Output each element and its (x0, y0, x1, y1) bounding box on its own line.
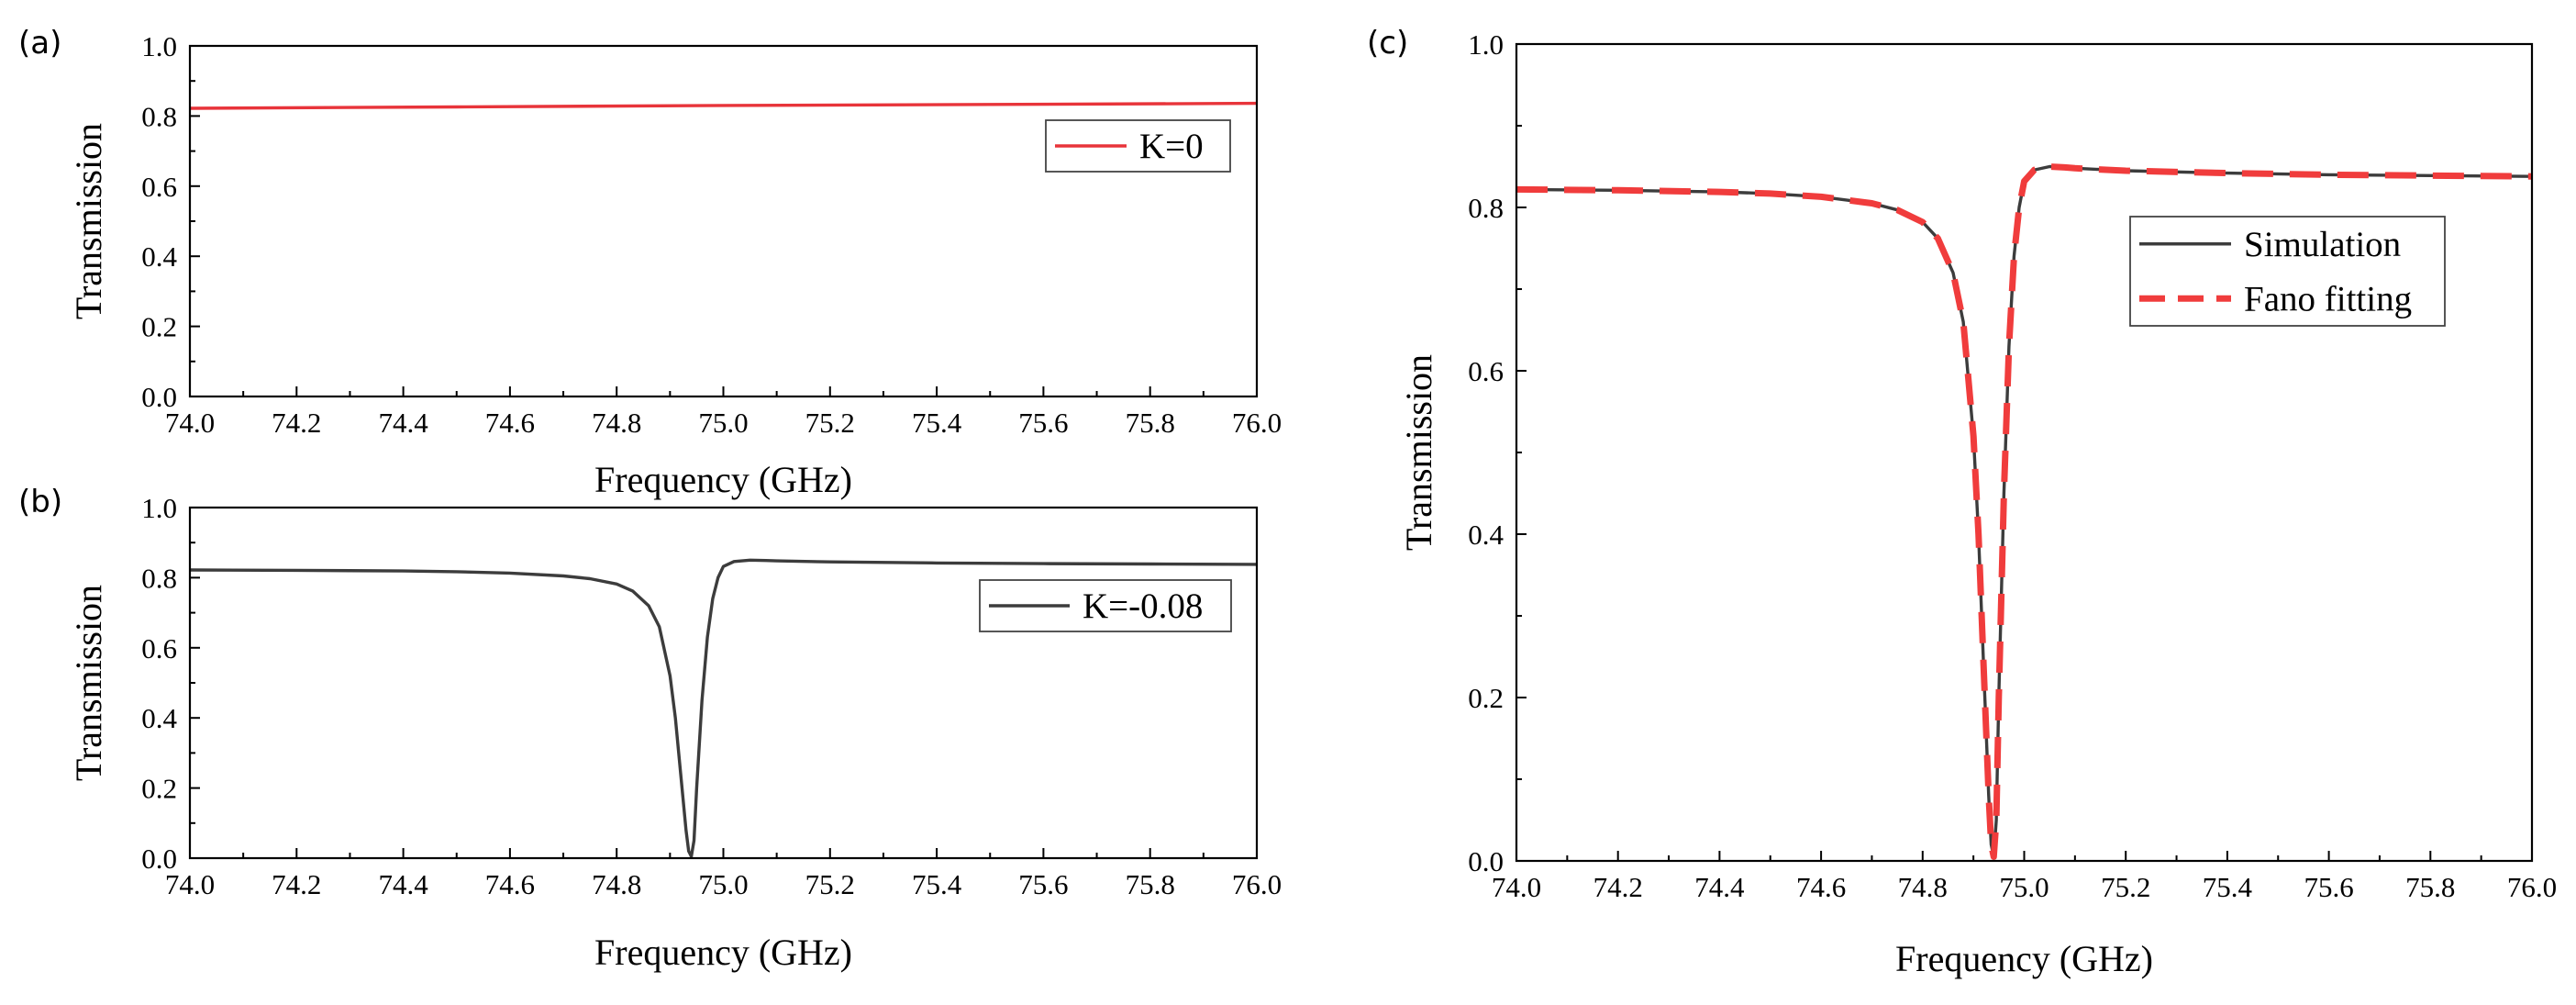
legend-label: Fano fitting (2244, 279, 2412, 318)
x-tick-label: 75.0 (698, 407, 748, 439)
x-axis-label: Frequency (GHz) (594, 459, 852, 500)
x-axis-label: Frequency (GHz) (1895, 938, 2153, 979)
x-tick-label: 74.0 (165, 407, 215, 439)
legend-label: K=0 (1139, 127, 1204, 166)
plot-frame (188, 44, 1259, 398)
y-tick-label: 0.6 (141, 171, 177, 203)
legend-label: K=-0.08 (1083, 586, 1203, 626)
y-tick-label: 0.4 (1468, 519, 1504, 551)
x-tick-label: 74.8 (592, 868, 641, 900)
x-tick-label: 75.8 (1126, 868, 1175, 900)
plot-frame (1515, 42, 2534, 863)
y-tick-label: 0.2 (141, 773, 177, 805)
x-tick-label: 75.0 (1999, 871, 2049, 903)
panel-label: (b) (18, 484, 62, 520)
y-tick-label: 0.0 (141, 843, 177, 875)
x-tick-label: 75.4 (2203, 871, 2253, 903)
y-axis-label: Transmission (68, 585, 109, 781)
x-tick-label: 74.8 (592, 407, 641, 439)
x-tick-label: 75.4 (912, 407, 962, 439)
x-tick-label: 74.6 (1796, 871, 1846, 903)
panel-b: (b) 74.0 74.2 74.4 74.6 74.8 75.0 75.2 75.4 75.6 7… (18, 484, 1282, 973)
x-tick-label: 74.4 (378, 868, 428, 900)
series-line-0 (189, 558, 1258, 858)
x-axis-label: Frequency (GHz) (594, 932, 852, 973)
y-tick-label: 0.6 (141, 632, 177, 664)
panel-c: (c) 74.0 74.2 74.4 74.6 74.8 75.0 75.2 75.4 75.6 7… (1367, 25, 2557, 979)
y-axis-label: Transmission (68, 123, 109, 319)
x-tick-label: 75.2 (805, 407, 855, 439)
x-tick-label: 74.0 (165, 868, 215, 900)
y-tick-label: 0.6 (1468, 355, 1504, 387)
x-tick-label: 74.2 (272, 407, 321, 439)
y-tick-label: 0.4 (141, 702, 177, 734)
x-tick-label: 76.0 (1232, 868, 1282, 900)
x-tick-label: 75.6 (1018, 407, 1068, 439)
x-tick-label: 75.2 (2101, 871, 2150, 903)
x-tick-label: 74.4 (378, 407, 428, 439)
y-tick-label: 1.0 (141, 492, 177, 524)
x-tick-label: 75.4 (912, 868, 962, 900)
legend-label: Simulation (2244, 225, 2401, 264)
y-tick-label: 0.8 (141, 100, 177, 132)
x-tick-label: 75.0 (698, 868, 748, 900)
legend-box (2129, 216, 2446, 327)
panel-a: (a) 74.0 74.2 74.4 74.6 74.8 75.0 75.2 75.4 75.6 7… (18, 25, 1282, 500)
x-tick-label: 75.6 (1018, 868, 1068, 900)
x-tick-label: 75.8 (2405, 871, 2455, 903)
y-tick-label: 0.0 (141, 381, 177, 413)
x-tick-label: 74.2 (1593, 871, 1643, 903)
x-tick-label: 76.0 (1232, 407, 1282, 439)
y-tick-label: 0.8 (1468, 192, 1504, 224)
y-tick-label: 0.4 (141, 240, 177, 273)
y-tick-label: 0.2 (141, 311, 177, 343)
y-axis-label: Transmission (1398, 354, 1439, 551)
x-tick-label: 74.6 (485, 868, 535, 900)
y-tick-label: 0.0 (1468, 845, 1504, 877)
x-tick-label: 75.6 (2304, 871, 2353, 903)
y-tick-label: 1.0 (141, 30, 177, 62)
series-line-1 (1516, 163, 2533, 860)
x-tick-label: 74.4 (1694, 871, 1745, 903)
y-tick-label: 0.2 (1468, 682, 1504, 714)
x-tick-label: 75.8 (1126, 407, 1175, 439)
panel-label: (a) (18, 25, 61, 61)
y-tick-label: 1.0 (1468, 28, 1504, 61)
x-tick-label: 75.2 (805, 868, 855, 900)
x-tick-label: 76.0 (2507, 871, 2557, 903)
plot-frame (188, 506, 1259, 860)
series-line-0 (189, 101, 1258, 110)
x-tick-label: 74.6 (485, 407, 535, 439)
y-tick-label: 0.8 (141, 562, 177, 594)
panel-label: (c) (1367, 25, 1408, 61)
x-tick-label: 74.2 (272, 868, 321, 900)
x-tick-label: 74.8 (1898, 871, 1948, 903)
x-tick-label: 74.0 (1492, 871, 1541, 903)
